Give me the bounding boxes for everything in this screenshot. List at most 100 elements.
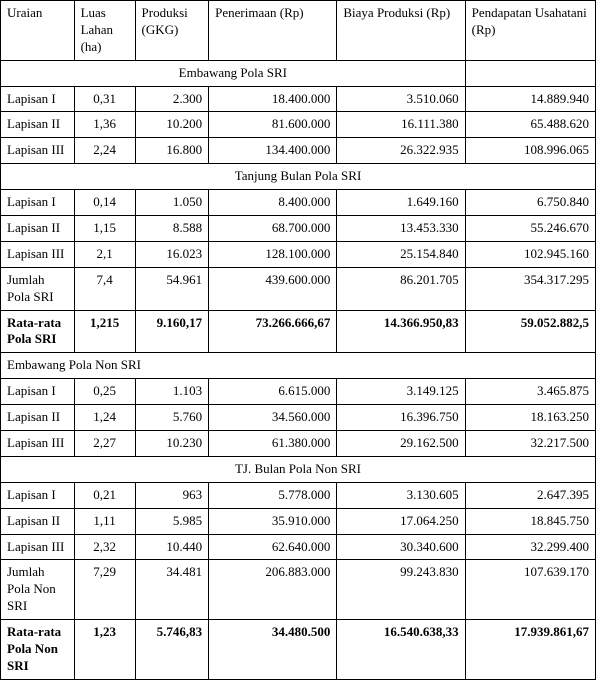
table-row: Lapisan III 2,1 16.023 128.100.000 25.15… — [1, 241, 596, 267]
cell-prod: 54.961 — [135, 267, 209, 310]
table-row: Lapisan II 1,36 10.200 81.600.000 16.111… — [1, 112, 596, 138]
row-label: Lapisan I — [1, 482, 75, 508]
table-row: Jumlah Pola SRI 7,4 54.961 439.600.000 8… — [1, 267, 596, 310]
cell-prod: 10.200 — [135, 112, 209, 138]
cell-prod: 16.800 — [135, 138, 209, 164]
header-uraian: Uraian — [1, 1, 75, 61]
table-row-summary: Rata-rata Pola Non SRI 1,23 5.746,83 34.… — [1, 620, 596, 680]
cell-pend: 18.845.750 — [465, 508, 595, 534]
data-table: Uraian Luas Lahan (ha) Produksi (GKG) Pe… — [0, 0, 596, 680]
cell-pend: 108.996.065 — [465, 138, 595, 164]
section-title: Tanjung Bulan Pola SRI — [1, 164, 596, 190]
table-row: Lapisan II 1,11 5.985 35.910.000 17.064.… — [1, 508, 596, 534]
header-penerimaan: Penerimaan (Rp) — [209, 1, 337, 61]
cell-prod: 1.103 — [135, 379, 209, 405]
table-row: Lapisan II 1,15 8.588 68.700.000 13.453.… — [1, 216, 596, 242]
cell-pend: 18.163.250 — [465, 405, 595, 431]
table-row: Lapisan III 2,24 16.800 134.400.000 26.3… — [1, 138, 596, 164]
cell-luas: 1,11 — [74, 508, 135, 534]
cell-pen: 34.480.500 — [209, 620, 337, 680]
section-row: Embawang Pola SRI — [1, 60, 596, 86]
cell-luas: 0,25 — [74, 379, 135, 405]
cell-luas: 1,24 — [74, 405, 135, 431]
cell-prod: 5.760 — [135, 405, 209, 431]
cell-pend: 6.750.840 — [465, 190, 595, 216]
cell-biaya: 16.111.380 — [337, 112, 465, 138]
section-empty — [465, 60, 595, 86]
cell-biaya: 29.162.500 — [337, 431, 465, 457]
cell-pend: 17.939.861,67 — [465, 620, 595, 680]
table-row: Lapisan I 0,25 1.103 6.615.000 3.149.125… — [1, 379, 596, 405]
row-label: Lapisan III — [1, 534, 75, 560]
cell-biaya: 3.510.060 — [337, 86, 465, 112]
cell-biaya: 99.243.830 — [337, 560, 465, 620]
cell-pend: 3.465.875 — [465, 379, 595, 405]
cell-biaya: 13.453.330 — [337, 216, 465, 242]
cell-pen: 134.400.000 — [209, 138, 337, 164]
section-row: Tanjung Bulan Pola SRI — [1, 164, 596, 190]
cell-prod: 10.440 — [135, 534, 209, 560]
cell-luas: 2,32 — [74, 534, 135, 560]
section-title: Embawang Pola Non SRI — [1, 353, 596, 379]
row-label: Jumlah Pola SRI — [1, 267, 75, 310]
row-label: Lapisan II — [1, 405, 75, 431]
table-row: Lapisan III 2,32 10.440 62.640.000 30.34… — [1, 534, 596, 560]
cell-pen: 62.640.000 — [209, 534, 337, 560]
cell-pend: 2.647.395 — [465, 482, 595, 508]
cell-pend: 14.889.940 — [465, 86, 595, 112]
cell-biaya: 16.396.750 — [337, 405, 465, 431]
cell-biaya: 3.149.125 — [337, 379, 465, 405]
cell-prod: 9.160,17 — [135, 310, 209, 353]
cell-prod: 5.746,83 — [135, 620, 209, 680]
row-label: Lapisan III — [1, 138, 75, 164]
cell-luas: 1,215 — [74, 310, 135, 353]
cell-luas: 7,29 — [74, 560, 135, 620]
cell-prod: 963 — [135, 482, 209, 508]
cell-luas: 2,24 — [74, 138, 135, 164]
header-biaya: Biaya Produksi (Rp) — [337, 1, 465, 61]
cell-pen: 128.100.000 — [209, 241, 337, 267]
cell-pen: 35.910.000 — [209, 508, 337, 534]
cell-prod: 2.300 — [135, 86, 209, 112]
cell-pen: 68.700.000 — [209, 216, 337, 242]
row-label: Lapisan I — [1, 379, 75, 405]
cell-prod: 1.050 — [135, 190, 209, 216]
cell-luas: 0,21 — [74, 482, 135, 508]
cell-pend: 102.945.160 — [465, 241, 595, 267]
table-row: Lapisan I 0,21 963 5.778.000 3.130.605 2… — [1, 482, 596, 508]
row-label: Lapisan I — [1, 86, 75, 112]
cell-pend: 107.639.170 — [465, 560, 595, 620]
cell-luas: 2,1 — [74, 241, 135, 267]
cell-prod: 34.481 — [135, 560, 209, 620]
cell-pen: 61.380.000 — [209, 431, 337, 457]
row-label: Lapisan III — [1, 431, 75, 457]
table-row: Lapisan III 2,27 10.230 61.380.000 29.16… — [1, 431, 596, 457]
cell-prod: 10.230 — [135, 431, 209, 457]
cell-pen: 8.400.000 — [209, 190, 337, 216]
cell-biaya: 25.154.840 — [337, 241, 465, 267]
row-label: Rata-rata Pola Non SRI — [1, 620, 75, 680]
cell-prod: 8.588 — [135, 216, 209, 242]
table-row-summary: Rata-rata Pola SRI 1,215 9.160,17 73.266… — [1, 310, 596, 353]
cell-luas: 0,31 — [74, 86, 135, 112]
row-label: Jumlah Pola Non SRI — [1, 560, 75, 620]
cell-luas: 7,4 — [74, 267, 135, 310]
cell-pen: 439.600.000 — [209, 267, 337, 310]
cell-pen: 6.615.000 — [209, 379, 337, 405]
header-pendapatan: Pendapatan Usahatani (Rp) — [465, 1, 595, 61]
cell-pen: 18.400.000 — [209, 86, 337, 112]
cell-biaya: 16.540.638,33 — [337, 620, 465, 680]
cell-pend: 32.217.500 — [465, 431, 595, 457]
cell-pen: 5.778.000 — [209, 482, 337, 508]
cell-biaya: 30.340.600 — [337, 534, 465, 560]
section-row: TJ. Bulan Pola Non SRI — [1, 456, 596, 482]
cell-pend: 59.052.882,5 — [465, 310, 595, 353]
cell-biaya: 26.322.935 — [337, 138, 465, 164]
cell-pend: 354.317.295 — [465, 267, 595, 310]
row-label: Rata-rata Pola SRI — [1, 310, 75, 353]
header-luas: Luas Lahan (ha) — [74, 1, 135, 61]
section-row: Embawang Pola Non SRI — [1, 353, 596, 379]
row-label: Lapisan III — [1, 241, 75, 267]
cell-pend: 65.488.620 — [465, 112, 595, 138]
row-label: Lapisan II — [1, 508, 75, 534]
